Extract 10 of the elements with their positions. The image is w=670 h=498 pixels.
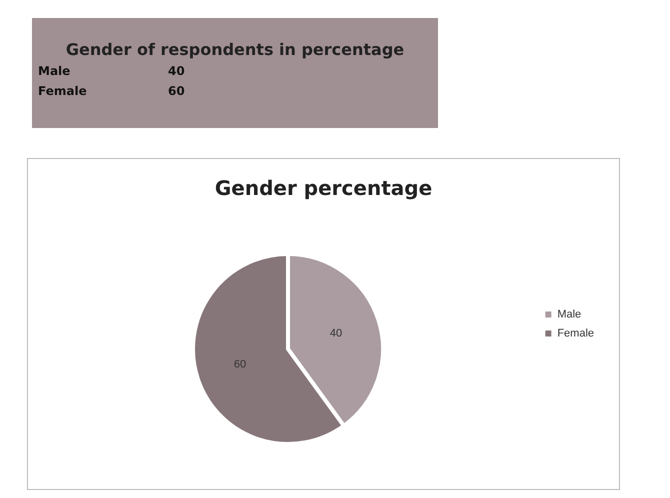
data-label: 40 [330,327,342,340]
text: Male [38,63,72,80]
text: 40 [168,63,185,80]
data-label: 60 [234,358,246,371]
text: Female [38,83,88,100]
legend-label: Male [557,308,582,320]
text: Gender of respondents in percentage [64,40,406,59]
legend-label: Female [557,328,594,340]
chart-title: Gender percentage [214,176,432,200]
text: 60 [168,83,185,100]
